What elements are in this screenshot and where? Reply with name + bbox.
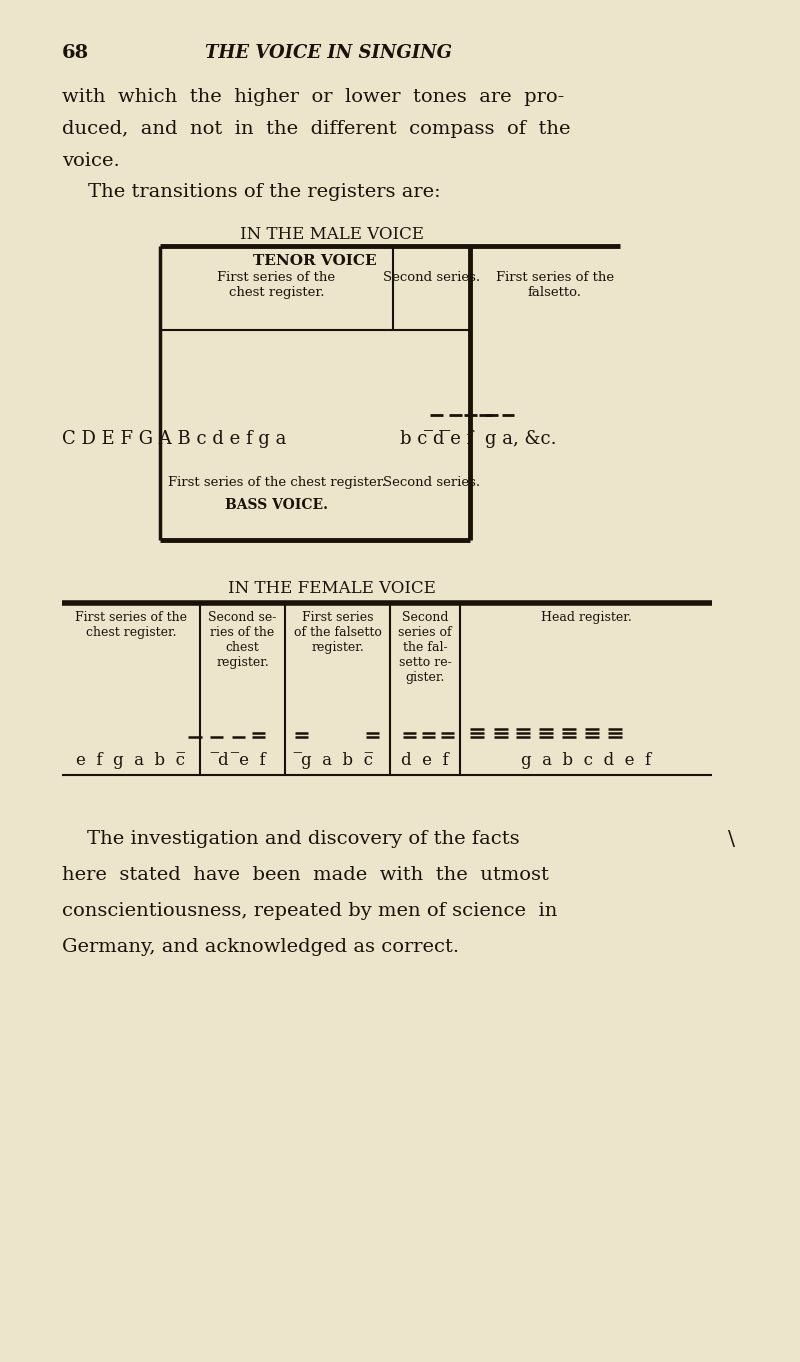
- Text: ̅g  a  b  c̅: ̅g a b c̅: [302, 752, 374, 770]
- Text: voice.: voice.: [62, 153, 120, 170]
- Text: ̅d  ̅e  f: ̅d ̅e f: [218, 752, 266, 770]
- Text: First series of the
chest register.: First series of the chest register.: [218, 271, 335, 300]
- Text: e  f  g  a  b  c̅: e f g a b c̅: [77, 752, 186, 770]
- Text: First series of the chest register.: First series of the chest register.: [167, 475, 386, 489]
- Text: The transitions of the registers are:: The transitions of the registers are:: [88, 183, 441, 202]
- Text: IN THE MALE VOICE: IN THE MALE VOICE: [240, 226, 424, 242]
- Text: 68: 68: [62, 44, 89, 63]
- Text: First series of the
falsetto.: First series of the falsetto.: [496, 271, 614, 300]
- Text: d  e  f: d e f: [401, 752, 449, 770]
- Text: \: \: [728, 829, 735, 849]
- Text: First series
of the falsetto
register.: First series of the falsetto register.: [294, 612, 382, 654]
- Text: BASS VOICE.: BASS VOICE.: [225, 498, 328, 512]
- Text: Second series.: Second series.: [383, 475, 480, 489]
- Text: Second series.: Second series.: [383, 271, 480, 285]
- Text: ̅d ̅e f: ̅d ̅e f: [433, 430, 474, 448]
- Text: IN THE FEMALE VOICE: IN THE FEMALE VOICE: [228, 580, 436, 597]
- Text: Head register.: Head register.: [541, 612, 631, 624]
- Text: g a, &c.: g a, &c.: [485, 430, 557, 448]
- Text: with  which  the  higher  or  lower  tones  are  pro-: with which the higher or lower tones are…: [62, 89, 564, 106]
- Text: THE VOICE IN SINGING: THE VOICE IN SINGING: [205, 44, 452, 63]
- Text: here  stated  have  been  made  with  the  utmost: here stated have been made with the utmo…: [62, 866, 549, 884]
- Text: conscientiousness, repeated by men of science  in: conscientiousness, repeated by men of sc…: [62, 902, 558, 919]
- Text: Second
series of
the fal-
setto re-
gister.: Second series of the fal- setto re- gist…: [398, 612, 452, 684]
- Text: b c: b c: [400, 430, 433, 448]
- Text: First series of the
chest register.: First series of the chest register.: [75, 612, 187, 639]
- Text: g  a  b  c  d  e  f: g a b c d e f: [521, 752, 651, 770]
- Text: Second se-
ries of the
chest
register.: Second se- ries of the chest register.: [208, 612, 277, 669]
- Text: Germany, and acknowledged as correct.: Germany, and acknowledged as correct.: [62, 938, 459, 956]
- Text: The investigation and discovery of the facts: The investigation and discovery of the f…: [62, 829, 520, 849]
- Text: C D E F G A B c d e f g a: C D E F G A B c d e f g a: [62, 430, 286, 448]
- Text: duced,  and  not  in  the  different  compass  of  the: duced, and not in the different compass …: [62, 120, 570, 138]
- Text: TENOR VOICE: TENOR VOICE: [253, 253, 377, 268]
